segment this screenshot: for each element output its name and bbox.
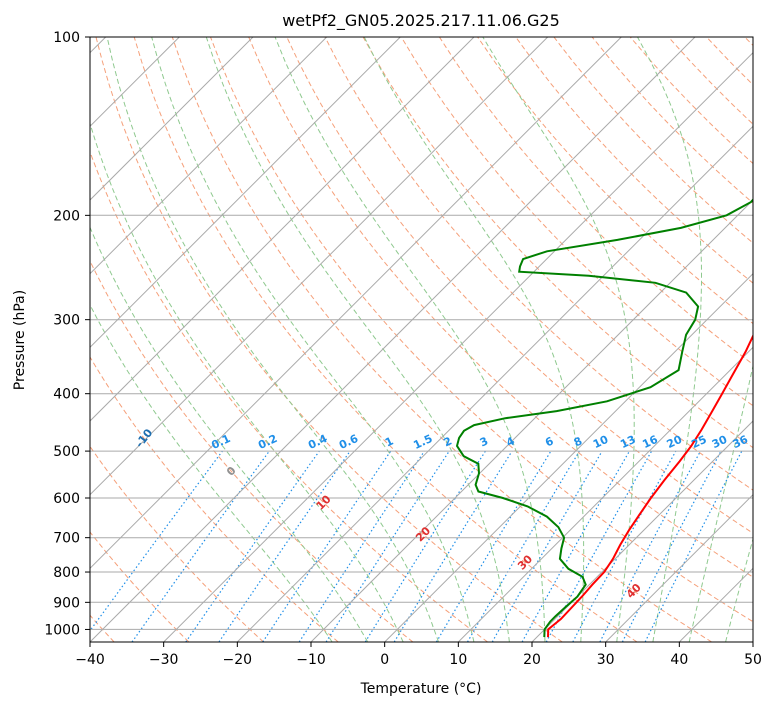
x-tick-label: 30	[597, 652, 615, 668]
moist-adiabat-line	[482, 37, 635, 642]
y-tick-label: 700	[53, 531, 80, 547]
y-axis-label: Pressure (hPa)	[12, 290, 28, 390]
dry-adiabat-line	[210, 37, 753, 623]
mixing-ratio-label: 20	[665, 433, 685, 451]
dry-adiabat-line	[324, 37, 753, 491]
isotherm-line	[457, 346, 753, 642]
isotherm-line	[605, 493, 753, 642]
dry-adiabat-line	[133, 37, 638, 642]
y-tick-label: 800	[53, 565, 80, 581]
dry-adiabat-line	[438, 37, 753, 366]
isotherm-line	[90, 37, 475, 422]
moist-adiabat-line	[106, 37, 439, 642]
mixing-ratio-label: 25	[689, 433, 708, 451]
y-tick-label: 100	[53, 30, 80, 46]
isotherm-line	[90, 37, 401, 349]
isotherm-line	[90, 37, 549, 496]
moist-adiabat-line	[363, 37, 585, 642]
moist-adiabat-line	[151, 37, 475, 642]
isotherm-line	[384, 272, 753, 642]
dry-adiabat-line	[248, 37, 753, 578]
mixing-ratio-line	[298, 450, 425, 642]
plot-frame	[89, 36, 754, 643]
moist-adiabat-line	[637, 37, 702, 642]
mixing-ratio-line	[131, 450, 270, 642]
y-tick-label: 600	[53, 491, 80, 507]
moist-adiabat-line	[90, 121, 404, 642]
mixing-ratio-line	[325, 450, 450, 642]
x-tick-label: −40	[75, 652, 105, 668]
dry-adiabat-line	[515, 37, 753, 284]
isotherm-line	[90, 37, 696, 642]
mixing-ratio-line	[572, 450, 677, 642]
dry-adiabat-line	[90, 531, 190, 642]
mixing-ratio-label: 10	[591, 433, 611, 451]
temperature-line	[547, 333, 753, 638]
mixing-ratio-label: 16	[640, 433, 660, 451]
dry-adiabat-line	[90, 356, 339, 642]
isotherm-line	[531, 420, 753, 642]
x-tick-label: 10	[449, 652, 467, 668]
mixing-ratio-line	[185, 450, 320, 642]
y-tick-label: 400	[53, 387, 80, 403]
isotherm-line	[90, 37, 328, 275]
moist-adiabat-line	[725, 537, 753, 642]
plot-area	[90, 37, 753, 642]
y-tick-label: 200	[53, 208, 80, 224]
mixing-ratio-line	[262, 450, 392, 642]
x-tick-label: 0	[380, 652, 389, 668]
mixing-ratio-label: 30	[710, 433, 730, 451]
moist-adiabat-line	[90, 303, 333, 642]
dry-adiabat-line	[90, 150, 488, 642]
isotherm-line	[163, 51, 753, 642]
dry-adiabat-line	[171, 37, 712, 642]
x-tick-label: 50	[744, 652, 762, 668]
y-tick-label: 300	[53, 313, 80, 329]
moist-adiabat-line	[90, 226, 369, 642]
x-tick-label: −20	[223, 652, 253, 668]
mixing-ratio-line	[393, 450, 513, 642]
moist-adiabat-line	[274, 37, 546, 642]
x-tick-label: −10	[296, 652, 326, 668]
dry-adiabat-line	[400, 37, 753, 407]
ticks-layer: −40 −30 −20 −10 0 10 20 30 40 50 100 200 300 400 500 60…	[44, 30, 762, 668]
x-tick-label: 20	[523, 652, 541, 668]
y-tick-label: 1000	[44, 622, 80, 638]
dry-adiabat-line	[90, 445, 264, 642]
x-axis-label: Temperature (°C)	[360, 681, 482, 697]
y-tick-label: 900	[53, 595, 80, 611]
isotherm-line	[236, 125, 753, 642]
mixing-ratio-line	[90, 450, 223, 632]
mixing-ratio-label: 13	[618, 433, 637, 451]
y-tick-label: 500	[53, 444, 80, 460]
mixing-ratio-label: 36	[731, 433, 751, 451]
mixing-ratio-line	[545, 450, 653, 642]
dry-adiabat-line	[95, 37, 563, 642]
x-tick-label: 40	[670, 652, 688, 668]
moist-adiabat-line	[688, 363, 753, 642]
isotherm-line	[90, 37, 254, 201]
isotherm-line	[310, 199, 753, 642]
mixing-ratio-line	[644, 450, 743, 642]
chart-title: wetPf2_GN05.2025.217.11.06.G25	[282, 11, 560, 31]
isotherm-line	[90, 37, 622, 570]
mixing-ratio-line	[218, 450, 351, 642]
moist-adiabat-line	[205, 37, 510, 642]
x-tick-label: −30	[149, 652, 179, 668]
